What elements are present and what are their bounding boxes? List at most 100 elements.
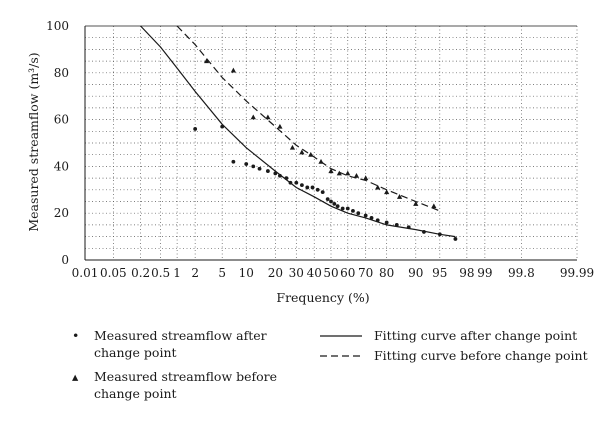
point-before: [328, 168, 334, 174]
legend-label-line2: change point: [94, 386, 177, 401]
x-tick-label: 50: [323, 266, 338, 280]
solid-line-icon: [318, 327, 364, 344]
point-after: [315, 187, 320, 192]
legend-label: Fitting curve after change point: [374, 328, 578, 343]
legend-item-after-curve: Fitting curve after change point: [318, 327, 577, 344]
point-before: [265, 114, 271, 120]
point-after: [325, 197, 330, 202]
point-after: [351, 208, 355, 213]
point-after: [288, 180, 293, 185]
dot-marker-icon: •: [72, 328, 80, 343]
x-tick-label: 10: [239, 266, 254, 280]
point-after: [422, 230, 426, 234]
point-after: [193, 127, 198, 131]
point-after: [273, 171, 278, 176]
point-before: [277, 123, 283, 129]
point-before: [363, 175, 369, 181]
y-tick-label: 0: [61, 253, 69, 267]
x-tick-label: 20: [268, 266, 283, 280]
point-after: [345, 206, 350, 211]
legend-label-line2: change point: [94, 345, 177, 360]
y-tick-label: 40: [54, 159, 69, 173]
x-tick-label: 0.01: [72, 266, 99, 280]
point-after: [369, 215, 374, 220]
x-tick-label: 5: [218, 266, 226, 280]
point-after: [437, 232, 442, 237]
legend-item-before-curve: Fitting curve before change point: [318, 347, 588, 364]
x-tick-label: 1: [173, 266, 181, 280]
point-before: [353, 172, 360, 178]
point-before: [431, 203, 437, 209]
point-before: [318, 158, 324, 164]
y-tick-label: 80: [54, 66, 69, 80]
point-before: [308, 151, 314, 157]
point-after: [332, 201, 337, 206]
point-before: [384, 189, 390, 195]
x-tick-label: 0.05: [100, 266, 127, 280]
point-after: [300, 183, 304, 188]
data-points: [193, 58, 458, 241]
point-after: [329, 199, 333, 204]
x-tick-label: 99: [477, 266, 492, 280]
point-before: [289, 144, 296, 150]
x-tick-label: 99.99: [560, 266, 594, 280]
point-before: [336, 170, 342, 176]
triangle-marker-icon: ▴: [72, 369, 79, 384]
x-tick-label: 0.5: [151, 266, 170, 280]
point-after: [284, 176, 289, 181]
x-tick-label: 30: [289, 266, 304, 280]
point-before: [230, 67, 236, 73]
x-tick-label: 95: [432, 266, 447, 280]
dashed-line-icon: [318, 347, 364, 364]
point-after: [310, 185, 315, 190]
y-axis-title: Measured streamflow (m³/s): [26, 52, 41, 231]
x-tick-label: 60: [340, 266, 355, 280]
point-after: [244, 162, 249, 166]
x-tick-label: 98: [459, 266, 474, 280]
point-after: [406, 225, 411, 230]
y-tick-label: 100: [46, 19, 69, 33]
legend-label-line1: Measured streamflow before: [94, 369, 278, 384]
point-after: [340, 206, 345, 211]
point-before: [413, 201, 419, 206]
x-tick-labels: 0.01 0.05 0.2 0.5 1 2 5 10 20 30 40 50 60 70 80 90 95 98 9…: [72, 266, 595, 280]
point-after: [320, 190, 325, 195]
x-tick-label: 40: [307, 266, 322, 280]
point-after: [294, 180, 299, 185]
y-tick-label: 60: [54, 113, 69, 127]
x-tick-label: 90: [408, 266, 423, 280]
point-after: [231, 159, 236, 164]
x-tick-label: 70: [358, 266, 373, 280]
point-before: [203, 58, 210, 64]
point-after: [257, 166, 262, 171]
point-after: [265, 169, 270, 173]
point-after: [394, 223, 399, 227]
point-after: [335, 204, 340, 209]
legend-item-after-points: • Measured streamflow after change point: [72, 327, 267, 361]
y-tick-label: 20: [54, 206, 69, 220]
point-after: [278, 173, 282, 178]
legend-label-line1: Measured streamflow after: [94, 328, 267, 343]
point-before: [299, 149, 305, 155]
x-tick-label: 0.2: [131, 266, 150, 280]
point-after: [305, 185, 310, 190]
point-before: [345, 170, 351, 176]
point-after: [453, 237, 458, 241]
x-tick-label: 2: [191, 266, 199, 280]
point-before: [396, 194, 403, 199]
grid-lines: [84, 26, 578, 260]
axes: [84, 25, 577, 261]
legend-label: Fitting curve before change point: [374, 348, 588, 363]
y-tick-labels: 0 20 40 60 80 100: [46, 19, 69, 267]
fitting-curve-after: [140, 25, 456, 238]
legend-item-before-points: ▴ Measured streamflow before change poin…: [72, 368, 277, 402]
point-after: [363, 213, 368, 218]
point-after: [220, 124, 225, 129]
point-after: [251, 164, 256, 169]
point-before: [250, 114, 256, 120]
point-after: [375, 218, 380, 223]
x-axis-title: Frequency (%): [276, 290, 369, 305]
point-after: [356, 211, 361, 216]
